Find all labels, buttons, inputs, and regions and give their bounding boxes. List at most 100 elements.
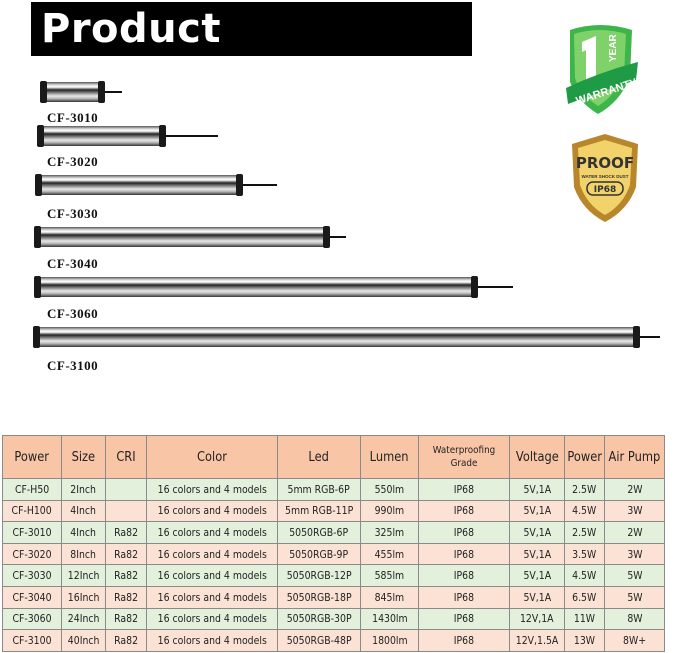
table-cell: 5W [604,585,665,609]
table-cell: 325lm [360,521,419,544]
table-cell: Ra82 [104,564,147,587]
table-cell: 13W [563,629,606,652]
table-cell: IP68 [417,585,510,609]
model-label: CF-3030 [47,206,99,221]
model-label: CF-3040 [47,256,99,271]
led-light-bar-image [40,81,122,103]
column-header: Color [145,435,279,479]
table-cell: Ra82 [104,521,147,544]
table-cell: 3.5W [563,542,606,566]
led-light-bar-image [35,174,277,196]
table-cell: 11W [563,607,606,631]
table-cell: 845lm [360,585,419,609]
table-cell: 16 colors and 4 models [145,521,279,544]
table-cell: 4Inch [60,521,106,544]
table-cell: 3W [604,542,665,566]
table-cell: IP68 [417,607,510,631]
table-cell: 1430lm [360,607,419,631]
table-cell: 16 colors and 4 models [145,607,279,631]
table-cell: 5V,1A [508,564,565,587]
table-cell: 16 colors and 4 models [145,499,279,523]
table-cell: 4Inch [60,499,106,523]
table-cell: CF-3020 [2,542,62,566]
table-cell: 16 colors and 4 models [145,478,279,501]
table-cell: CF-3030 [2,564,62,587]
table-row: CF-3100 40Inch Ra82 16 colors and 4 models 5… [2,629,665,652]
table-cell: 8Inch [60,542,106,566]
column-header: CRI [104,435,147,479]
table-cell: 5W [604,564,665,587]
svg-text:IP68: IP68 [594,185,616,195]
table-cell: Ra82 [104,629,147,652]
svg-text:PROOF: PROOF [576,154,634,172]
table-cell: 4.5W [563,499,606,523]
table-row: CF-3040 16Inch Ra82 16 colors and 4 models 5… [2,585,665,609]
table-cell: 4.5W [563,564,606,587]
table-cell: 1800lm [360,629,419,652]
table-cell: 16 colors and 4 models [145,585,279,609]
table-cell: 5V,1A [508,521,565,544]
led-light-bar-image [34,276,513,298]
led-light-bar-image [37,125,218,147]
table-cell: 550lm [360,478,419,501]
table-cell: 8W [604,607,665,631]
table-row: CF-H50 2Inch 16 colors and 4 models 5mm RGB… [2,478,665,501]
table-cell: CF-3040 [2,585,62,609]
table-row: CF-3020 8Inch Ra82 16 colors and 4 models 50… [2,542,665,566]
table-cell: 12V,1.5A [508,629,565,652]
table-cell: 5V,1A [508,478,565,501]
table-cell: 5050RGB-9P [277,542,362,566]
table-cell: IP68 [417,564,510,587]
column-header: Air Pump [604,435,665,479]
table-cell: 12V,1A [508,607,565,631]
table-cell: 8W+ [604,629,665,652]
table-cell: 585lm [360,564,419,587]
model-label: CF-3100 [47,358,99,373]
table-cell: IP68 [417,521,510,544]
table-cell: CF-H50 [2,478,62,501]
table-cell: 40Inch [60,629,106,652]
table-row: CF-3060 24Inch Ra82 16 colors and 4 models 5… [2,607,665,631]
table-cell: Ra82 [104,585,147,609]
column-header: Waterproofing Grade [417,435,510,479]
table-cell: 5V,1A [508,542,565,566]
table-cell: 990lm [360,499,419,523]
table-cell: 5050RGB-12P [277,564,362,587]
table-cell: 5mm RGB-6P [277,478,362,501]
table-cell: 2Inch [60,478,106,501]
table-cell: 5050RGB-48P [277,629,362,652]
led-light-bar-image [34,226,346,248]
table-cell: 455lm [360,542,419,566]
column-header: Power [563,435,606,479]
table-cell [104,499,147,523]
table-cell: CF-3060 [2,607,62,631]
table-cell: 24Inch [60,607,106,631]
column-header: Led [277,435,362,479]
table-cell: 5mm RGB-11P [277,499,362,523]
table-cell: 5V,1A [508,499,565,523]
table-cell: 5050RGB-6P [277,521,362,544]
table-row: CF-H100 4Inch 16 colors and 4 models 5mm RG… [2,499,665,523]
svg-text:WATER SHOCK DUST: WATER SHOCK DUST [582,174,629,179]
table-cell: 16 colors and 4 models [145,629,279,652]
table-cell: 2.5W [563,478,606,501]
column-header: Size [60,435,106,479]
warranty-badge-icon: YEAR WARRANTY 1 [560,22,639,114]
table-row: CF-3010 4Inch Ra82 16 colors and 4 models 50… [2,521,665,544]
svg-text:1: 1 [560,22,569,26]
table-cell: 16 colors and 4 models [145,564,279,587]
table-cell: 2W [604,521,665,544]
led-light-bar-image [33,326,660,348]
table-cell: 2W [604,478,665,501]
model-label: CF-3010 [47,110,99,125]
table-cell [104,478,147,501]
table-cell: CF-3010 [2,521,62,544]
table-cell: IP68 [417,629,510,652]
table-cell: IP68 [417,542,510,566]
table-row: CF-3030 12Inch Ra82 16 colors and 4 models 5… [2,564,665,587]
table-cell: 5050RGB-18P [277,585,362,609]
model-label: CF-3020 [47,154,99,169]
table-cell: 2.5W [563,521,606,544]
model-label: CF-3060 [47,306,99,321]
svg-text:YEAR: YEAR [608,33,619,62]
